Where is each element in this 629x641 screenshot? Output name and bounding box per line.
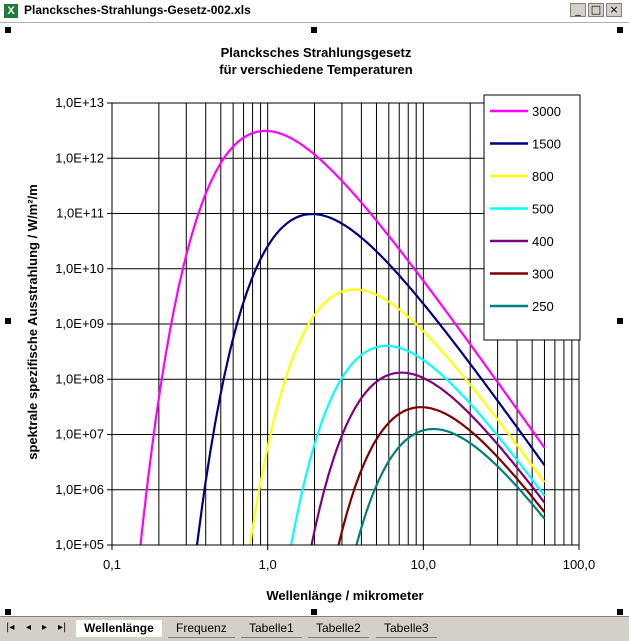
- chart-subtitle: für verschiedene Temperaturen: [219, 62, 412, 77]
- planck-chart[interactable]: Plancksches Strahlungsgesetz für verschi…: [0, 22, 629, 616]
- series-line-400[interactable]: [310, 371, 546, 547]
- prev-sheet-button[interactable]: ◂: [26, 622, 32, 633]
- series-line-3000[interactable]: [139, 129, 546, 547]
- excel-icon: X: [4, 4, 18, 18]
- x-tick-label: 100,0: [563, 557, 596, 572]
- y-tick-label: 1,0E+05: [55, 537, 104, 552]
- sheet-tab-bar: |◂ ◂ ▸ ▸| Wellenlänge Frequenz Tabelle1 …: [0, 616, 629, 641]
- selection-handle[interactable]: [5, 27, 11, 33]
- selection-handle[interactable]: [617, 609, 623, 615]
- series-line-1500[interactable]: [195, 213, 546, 546]
- y-tick-label: 1,0E+10: [55, 261, 104, 276]
- x-tick-label: 1,0: [259, 557, 277, 572]
- legend-box: [483, 94, 581, 341]
- selection-handle[interactable]: [311, 609, 317, 615]
- tab-frequenz[interactable]: Frequenz: [168, 620, 235, 638]
- y-tick-label: 1,0E+11: [56, 206, 104, 221]
- y-tick-label: 1,0E+13: [55, 95, 104, 110]
- selection-handle[interactable]: [311, 27, 317, 33]
- x-tick-label: 0,1: [103, 557, 121, 572]
- selection-handle[interactable]: [617, 318, 623, 324]
- close-button[interactable]: ×: [606, 3, 622, 17]
- legend-label-400: 400: [532, 234, 554, 249]
- series-line-500[interactable]: [289, 344, 546, 547]
- y-tick-label: 1,0E+09: [55, 316, 104, 331]
- series-line-250[interactable]: [354, 427, 546, 547]
- x-tick-label: 10,0: [411, 557, 436, 572]
- maximize-button[interactable]: □: [588, 3, 604, 17]
- tab-wellenlaenge[interactable]: Wellenlänge: [76, 620, 162, 637]
- window-title: Plancksches-Strahlungs-Gesetz-002.xls: [24, 3, 251, 17]
- y-axis-label: spektrale spezifische Ausstrahlung / W/m…: [25, 184, 40, 459]
- legend-label-1500: 1500: [532, 137, 561, 152]
- selection-handle[interactable]: [5, 609, 11, 615]
- last-sheet-button[interactable]: ▸|: [58, 622, 67, 633]
- tab-tabelle2[interactable]: Tabelle2: [308, 620, 369, 638]
- tab-tabelle1[interactable]: Tabelle1: [241, 620, 302, 638]
- y-tick-label: 1,0E+07: [55, 427, 104, 442]
- minimize-button[interactable]: _: [570, 3, 586, 17]
- y-tick-label: 1,0E+06: [55, 482, 104, 497]
- legend-label-250: 250: [532, 299, 554, 314]
- tab-tabelle3[interactable]: Tabelle3: [376, 620, 437, 638]
- window-titlebar: X Plancksches-Strahlungs-Gesetz-002.xls …: [0, 0, 629, 23]
- selection-handle[interactable]: [5, 318, 11, 324]
- legend-label-500: 500: [532, 202, 554, 217]
- x-axis-label: Wellenlänge / mikrometer: [266, 588, 423, 603]
- selection-handle[interactable]: [617, 27, 623, 33]
- series-line-300[interactable]: [337, 406, 546, 547]
- legend-label-800: 800: [532, 169, 554, 184]
- legend-label-3000: 3000: [532, 104, 561, 119]
- first-sheet-button[interactable]: |◂: [6, 622, 15, 633]
- chart-title: Plancksches Strahlungsgesetz: [221, 45, 412, 60]
- y-tick-label: 1,0E+08: [55, 371, 104, 386]
- series-line-800[interactable]: [248, 288, 546, 548]
- y-tick-label: 1,0E+12: [55, 150, 104, 165]
- legend-label-300: 300: [532, 267, 554, 282]
- next-sheet-button[interactable]: ▸: [42, 622, 48, 633]
